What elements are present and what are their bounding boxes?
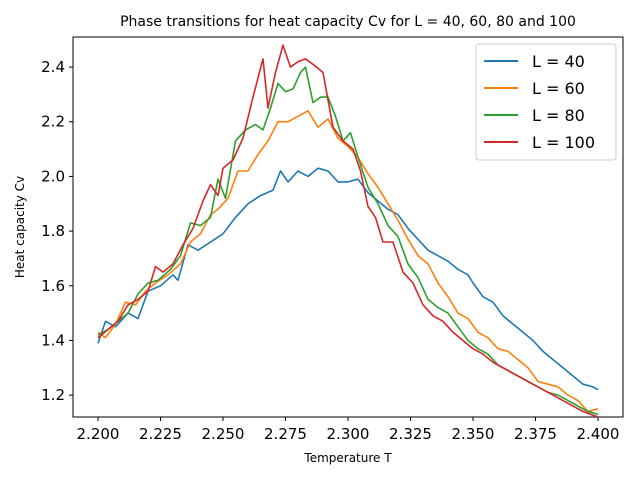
y-tick-label: 2.0	[41, 167, 65, 185]
legend: L = 40 L = 60 L = 80 L = 100	[475, 43, 617, 161]
x-tick-label: 2.400	[577, 425, 620, 443]
x-tick-label: 2.250	[202, 425, 245, 443]
series-line-2	[97, 110, 599, 413]
y-tick-label: 1.4	[41, 331, 65, 349]
x-tick-label: 2.325	[389, 425, 432, 443]
x-axis-ticks: 2.200 2.225 2.250 2.275 2.300 2.325 2.350 2.375…	[77, 417, 620, 443]
x-tick-label: 2.300	[327, 425, 370, 443]
x-tick-label: 2.225	[139, 425, 182, 443]
series-line-1	[97, 167, 599, 391]
legend-label-1: L = 40	[532, 52, 585, 71]
legend-label-4: L = 100	[532, 133, 595, 152]
legend-box	[475, 43, 617, 161]
x-tick-label: 2.375	[514, 425, 557, 443]
y-axis-ticks: 1.2 1.4 1.6 1.8 2.0 2.2 2.4	[41, 58, 73, 404]
chart-title: Phase transitions for heat capacity Cv f…	[120, 14, 576, 30]
legend-label-2: L = 60	[532, 79, 585, 98]
y-tick-label: 2.4	[41, 58, 65, 76]
y-tick-label: 1.2	[41, 386, 65, 404]
legend-label-3: L = 80	[532, 106, 585, 125]
series-line-4	[97, 44, 599, 418]
x-tick-label: 2.200	[77, 425, 120, 443]
x-tick-label: 2.350	[452, 425, 495, 443]
y-tick-label: 1.8	[41, 222, 65, 240]
x-axis-label: Temperature T	[303, 451, 392, 465]
y-axis-label: Heat capacity Cv	[13, 176, 27, 278]
y-tick-label: 1.6	[41, 277, 65, 295]
x-tick-label: 2.275	[264, 425, 307, 443]
y-tick-label: 2.2	[41, 113, 65, 131]
series-lines	[97, 44, 599, 418]
